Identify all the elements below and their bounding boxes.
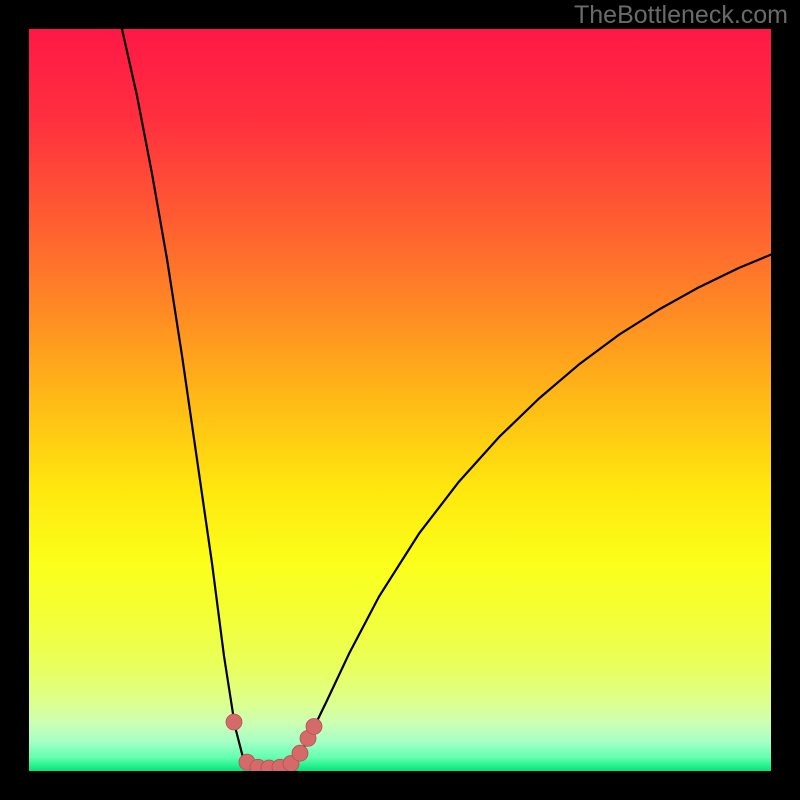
curve-marker [226, 714, 242, 730]
curve-marker [292, 745, 308, 761]
curve-marker [306, 718, 322, 734]
chart-svg [29, 29, 771, 771]
chart-plot [29, 29, 771, 771]
watermark-text: TheBottleneck.com [574, 1, 788, 30]
chart-background [29, 29, 771, 771]
